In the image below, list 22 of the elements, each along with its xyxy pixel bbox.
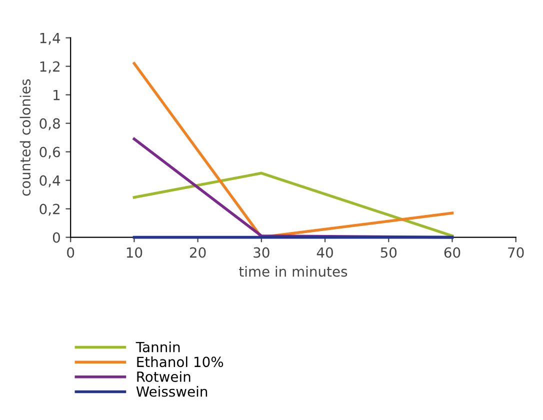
legend-label: Tannin bbox=[136, 342, 180, 352]
x-tick-label: 70 bbox=[508, 247, 524, 258]
x-tick-label: 0 bbox=[67, 247, 74, 258]
y-tick-label: 1,4 bbox=[40, 32, 60, 45]
x-axis-title: time in minutes bbox=[239, 266, 348, 277]
legend-label: Ethanol 10% bbox=[137, 356, 224, 368]
y-tick-label: 1 bbox=[54, 90, 60, 100]
y-tick-label: 0,8 bbox=[40, 118, 60, 130]
x-tick-label: 40 bbox=[316, 247, 333, 258]
x-tick-label: 30 bbox=[254, 247, 270, 258]
x-tick-label: 20 bbox=[190, 247, 206, 258]
y-tick-label: 0,4 bbox=[40, 175, 60, 188]
x-tick-label: 10 bbox=[126, 247, 142, 258]
y-tick-label: 0,2 bbox=[40, 204, 60, 216]
y-tick-label: 0,6 bbox=[40, 146, 60, 159]
x-tick-label: 60 bbox=[444, 247, 460, 258]
y-tick-label: 0 bbox=[52, 232, 60, 243]
y-tick-label: 1,2 bbox=[40, 61, 60, 74]
x-tick-label: 50 bbox=[380, 247, 397, 258]
legend-label: Rotwein bbox=[137, 371, 190, 382]
y-axis-title: counted colonies bbox=[20, 79, 31, 196]
legend-label: Weisswein bbox=[136, 386, 208, 397]
